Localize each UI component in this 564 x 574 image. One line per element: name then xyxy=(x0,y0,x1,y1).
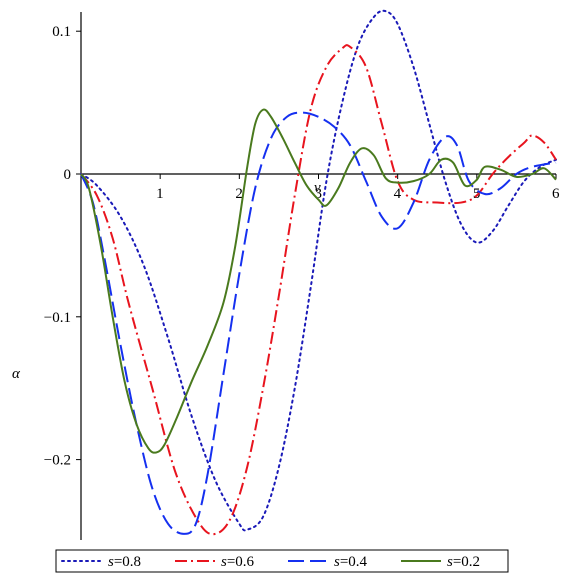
x-tick-label: 4 xyxy=(394,186,402,202)
series-line-4 xyxy=(80,108,557,454)
series-lines xyxy=(80,9,557,536)
y-tick-label: 0.1 xyxy=(52,24,71,40)
legend: s=0.8 s=0.6 s=0.4 s=0.2 xyxy=(55,549,509,573)
legend-label-2: s=0.6 xyxy=(221,554,255,570)
series-line-1 xyxy=(80,9,557,532)
x-tick-label: 2 xyxy=(235,186,243,202)
x-axis-label: v xyxy=(314,180,321,196)
x-tick-label: 3 xyxy=(315,186,323,202)
legend-label-4: s=0.2 xyxy=(447,554,480,570)
y-tick-label: 0 xyxy=(64,167,72,183)
x-tick-label: 5 xyxy=(473,186,481,202)
y-ticks: 0.1 0 −0.1 −0.2 xyxy=(44,24,81,469)
axes xyxy=(80,12,556,540)
series-line-3 xyxy=(80,111,557,535)
y-tick-label: −0.2 xyxy=(44,453,71,469)
series-line-2 xyxy=(80,44,557,536)
x-tick-label: 1 xyxy=(156,186,164,202)
x-tick-label: 6 xyxy=(552,186,560,202)
x-ticks: 1 2 3 4 5 6 xyxy=(156,174,560,202)
y-tick-label: −0.1 xyxy=(44,310,71,326)
y-axis-label: α xyxy=(12,366,21,382)
legend-box xyxy=(55,549,509,573)
legend-label-1: s=0.8 xyxy=(108,554,141,570)
legend-label-3: s=0.4 xyxy=(334,554,368,570)
